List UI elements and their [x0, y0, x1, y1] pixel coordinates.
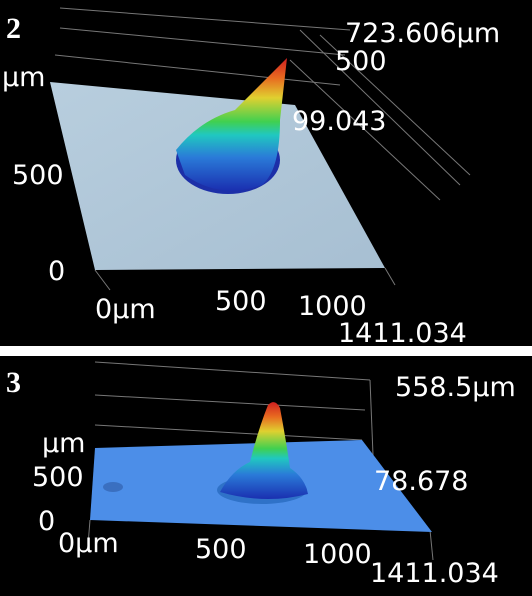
x-tick-label: 0µm — [58, 528, 119, 559]
y-max-label: 99.043 — [292, 106, 386, 137]
panel-number: 2 — [6, 12, 21, 45]
y-tick-label: 500 — [12, 160, 64, 191]
x-tick-label: 500 — [195, 534, 247, 565]
z-max-label: 558.5µm — [395, 372, 516, 403]
z-tick-label: 500 — [335, 46, 387, 77]
y-tick-label: 0 — [48, 256, 65, 287]
y-unit-label: µm — [42, 428, 85, 459]
x-max-label: 1411.034 — [338, 318, 467, 349]
x-tick-label: 500 — [215, 286, 267, 317]
y-tick-label: 500 — [32, 462, 84, 493]
panel-number: 3 — [6, 366, 21, 399]
surface-defect — [103, 482, 123, 492]
panel: 2 723.606µm 500 µm 99.043 500 0 0µm 500 … — [0, 0, 532, 349]
y-tick-label: 0 — [38, 506, 55, 537]
figure: 2 723.606µm 500 µm 99.043 500 0 0µm 500 … — [0, 0, 532, 596]
y-max-label: 78.678 — [374, 466, 468, 497]
z-max-label: 723.606µm — [345, 18, 500, 49]
x-tick-label: 1000 — [303, 539, 372, 570]
y-unit-label: µm — [2, 62, 45, 93]
x-tick-label: 0µm — [95, 294, 156, 325]
x-max-label: 1411.034 — [370, 558, 499, 589]
panel: 3 558.5µm µm 500 78.678 0 0µm 500 1000 1… — [0, 356, 532, 596]
